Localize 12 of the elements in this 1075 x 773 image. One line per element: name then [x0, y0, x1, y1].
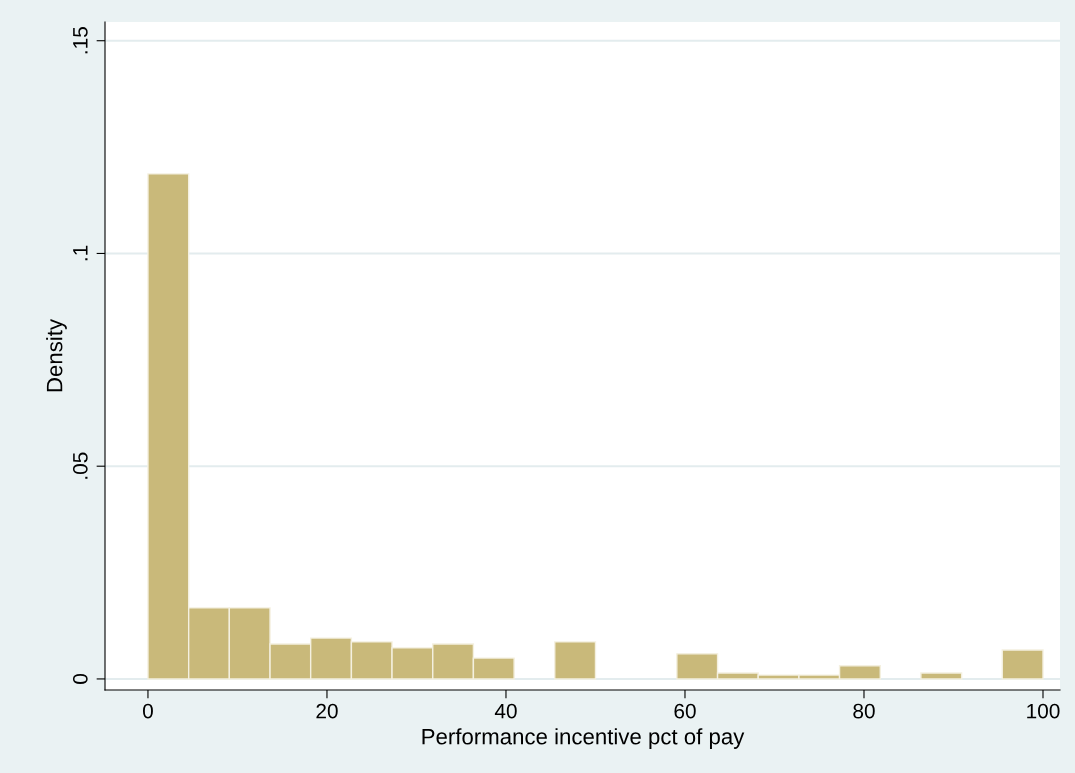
- x-axis-title: Performance incentive pct of pay: [422, 728, 745, 749]
- y-tick-label: 0: [72, 673, 88, 684]
- x-tick-label: 40: [494, 703, 517, 719]
- x-tick-label: 100: [1027, 703, 1060, 719]
- x-tick-label: 60: [674, 703, 696, 719]
- y-tick-label: .1: [73, 245, 88, 261]
- x-tick-label: 20: [316, 703, 338, 719]
- x-tick-label: 80: [853, 703, 875, 719]
- y-tick-label: .15: [73, 27, 88, 54]
- y-axis-title: Density: [46, 318, 67, 392]
- x-tick-label: 0: [142, 703, 153, 719]
- y-tick-label: .05: [72, 452, 88, 479]
